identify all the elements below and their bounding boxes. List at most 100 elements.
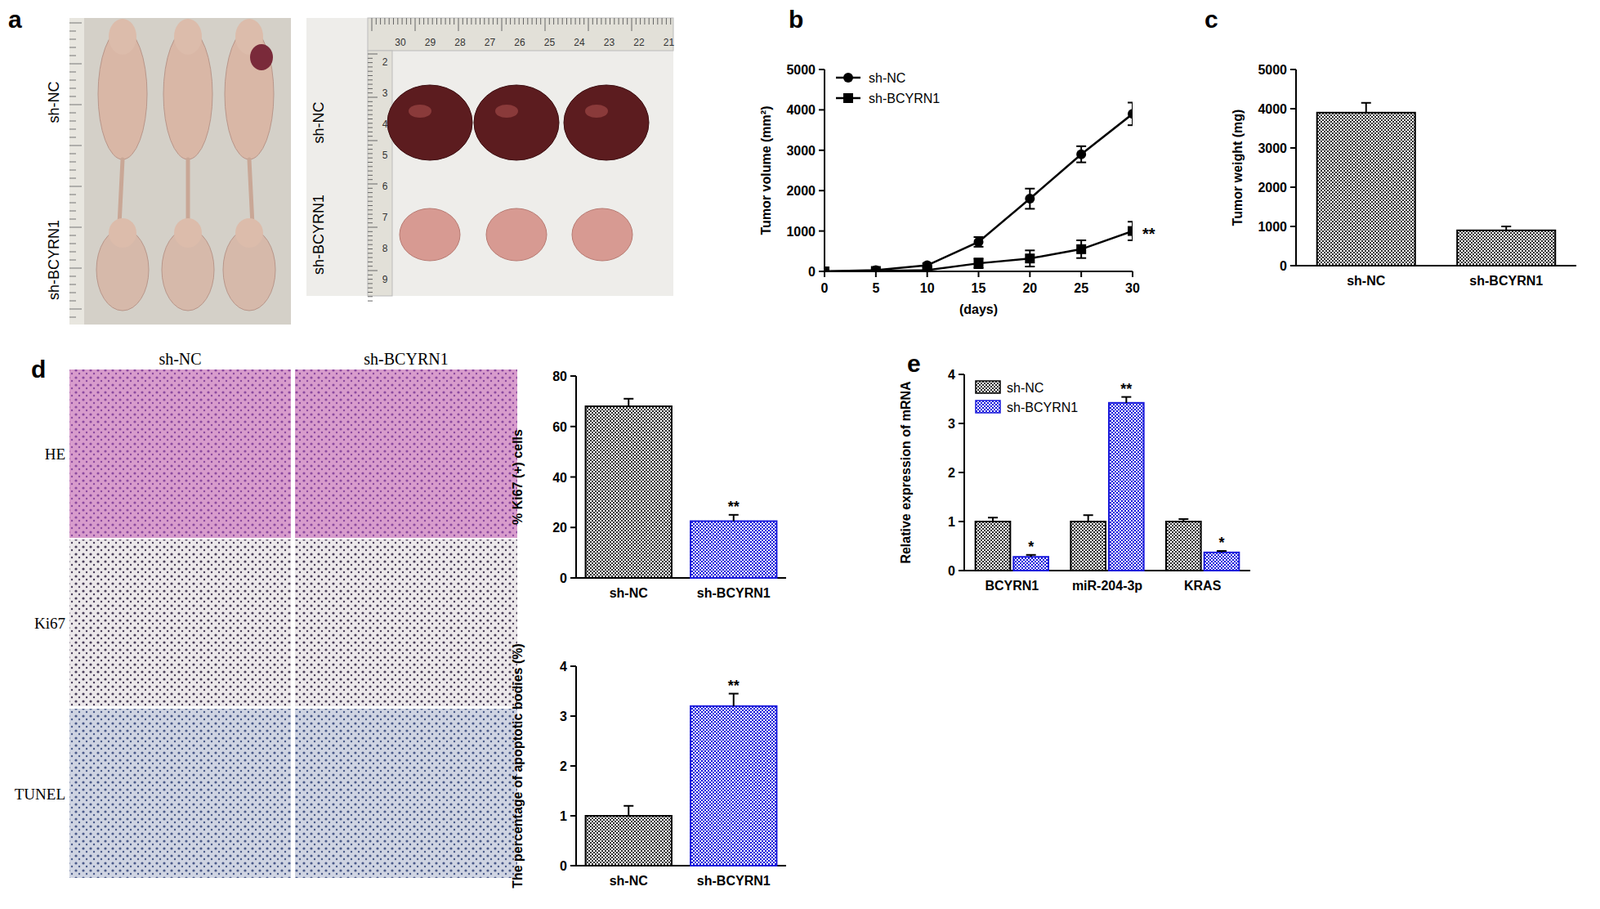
ruler-tick <box>69 186 82 188</box>
ruler-tick <box>367 140 378 142</box>
ruler-tick <box>501 17 503 32</box>
plot-area <box>1317 102 1556 266</box>
ruler-tick <box>69 120 76 122</box>
bar <box>585 815 672 866</box>
x-tick <box>978 271 980 278</box>
panel-label: c <box>1204 5 1219 33</box>
tumor-highlight <box>585 104 608 118</box>
ruler-tick <box>453 17 455 25</box>
photo-bg <box>306 17 674 296</box>
significance: * <box>1027 538 1034 555</box>
ruler-tick <box>69 235 76 237</box>
tumor <box>250 44 273 71</box>
ruler-tick <box>69 104 82 106</box>
ruler-tick <box>579 17 581 25</box>
ruler-tick <box>527 17 528 25</box>
legend-swatch <box>975 380 1001 394</box>
figure: ash-NCsh-BCYRN13029282726252423222123456… <box>0 0 1600 909</box>
ruler-tick <box>367 118 373 120</box>
ruler-tick <box>618 17 620 25</box>
ruler-tick <box>367 114 373 116</box>
y-axis-label: Relative expression of mRNA <box>898 380 913 564</box>
x-tick-label: sh-BCYRN1 <box>697 585 771 600</box>
ruler-tick <box>613 17 615 25</box>
ruler-tick <box>367 244 373 246</box>
y-tick <box>570 576 577 579</box>
ruler-tick <box>384 17 385 25</box>
ruler-tick <box>367 187 373 189</box>
bar <box>1108 402 1145 571</box>
ruler-tick <box>69 227 82 228</box>
column-label: sh-NC <box>158 349 202 368</box>
ruler-tick <box>367 291 373 293</box>
ruler-label: 28 <box>454 36 466 49</box>
ruler-label: 27 <box>484 36 497 49</box>
histology-image <box>294 708 518 878</box>
ruler-tick <box>367 170 373 172</box>
ruler-tick <box>496 17 498 25</box>
panel-label: e <box>907 349 921 377</box>
y-tick-label: 60 <box>552 420 568 434</box>
bar <box>585 406 672 578</box>
tumor-highlight <box>408 104 432 118</box>
ruler-tick <box>367 278 373 280</box>
ruler-tick <box>367 287 373 289</box>
y-axis-label: % Ki67 (+) cells <box>510 429 525 525</box>
y-tick <box>818 108 825 111</box>
legend-label: sh-NC <box>868 71 906 85</box>
legend-label: sh-BCYRN1 <box>1006 400 1078 415</box>
ruler-tick <box>69 112 76 114</box>
ruler-tick <box>69 129 76 130</box>
panel-label: d <box>31 355 46 383</box>
y-tick-label: 1000 <box>786 224 816 239</box>
y-tick <box>958 373 965 376</box>
ruler-tick <box>367 295 373 297</box>
significance: * <box>1218 534 1225 551</box>
x-tick-label: 0 <box>821 281 829 295</box>
ruler-label: 22 <box>633 36 645 49</box>
ruler-tick <box>367 300 373 302</box>
y-tick-label: 1000 <box>1257 219 1288 234</box>
row-label: sh-BCYRN1 <box>45 219 63 300</box>
ruler-tick <box>69 31 76 32</box>
bar-chart: 020406080% Ki67 (+) cellssh-NCsh-BCYRN1*… <box>510 369 787 600</box>
y-tick <box>570 715 577 717</box>
ruler-tick <box>470 17 472 25</box>
ruler-tick <box>379 17 381 25</box>
ruler-tick <box>69 218 76 220</box>
row-label: sh-BCYRN1 <box>310 194 327 275</box>
ruler-tick <box>415 17 416 32</box>
x-tick-label: sh-NC <box>609 873 649 888</box>
ruler-tick <box>531 17 533 25</box>
ruler-tick <box>545 17 546 32</box>
ruler-tick <box>69 317 76 318</box>
ruler-label: 21 <box>663 36 675 49</box>
series-line <box>824 231 1133 272</box>
ruler-tick <box>367 282 373 284</box>
error-cap <box>1127 220 1133 223</box>
bar <box>690 521 777 578</box>
data-point <box>824 266 830 273</box>
y-tick-label: 0 <box>559 858 568 873</box>
ruler-tick <box>367 196 373 197</box>
ruler-tick <box>69 178 76 179</box>
x-tick <box>823 271 826 278</box>
bar <box>690 706 777 866</box>
bar <box>975 521 1011 571</box>
y-tick-label: 0 <box>1279 259 1288 273</box>
bar <box>1166 521 1202 571</box>
ruler-label: 7 <box>382 211 389 224</box>
mouse-head <box>174 218 202 248</box>
bar <box>1013 556 1049 571</box>
ruler-tick <box>588 17 590 32</box>
error-cap <box>1127 102 1133 104</box>
ruler-tick <box>367 92 373 94</box>
mouse-tail <box>119 159 123 225</box>
panel-label: a <box>8 5 23 33</box>
data-point <box>871 265 881 273</box>
ruler-tick <box>432 17 434 25</box>
y-tick <box>818 68 825 71</box>
ruler-tick <box>69 259 76 261</box>
legend-marker <box>843 72 854 83</box>
plot-area <box>585 693 778 866</box>
